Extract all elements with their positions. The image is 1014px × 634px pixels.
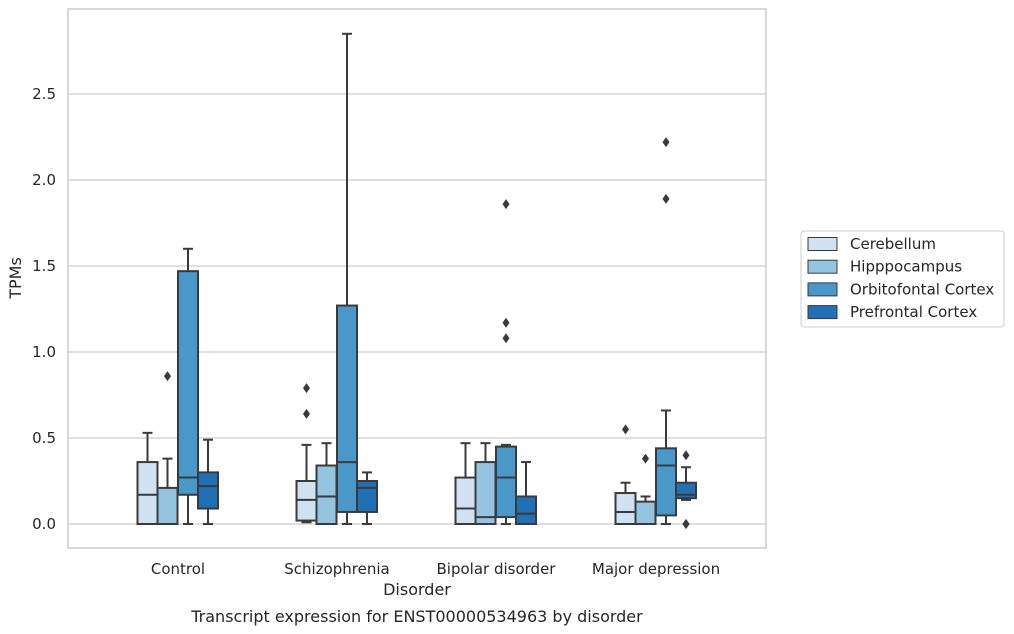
legend-label: Cerebellum xyxy=(850,235,936,253)
box-body xyxy=(675,481,697,500)
outlier-point xyxy=(682,519,690,529)
outlier-point xyxy=(662,137,670,148)
box-orbitofontal-cortex xyxy=(655,137,677,525)
box-body xyxy=(655,447,677,517)
x-tick-label: Control xyxy=(151,560,205,578)
x-axis-label: Disorder xyxy=(383,580,451,599)
box-body xyxy=(495,445,517,519)
legend-swatch xyxy=(807,237,838,251)
y-tick-label: 1.0 xyxy=(32,343,56,361)
box-body xyxy=(336,304,358,513)
x-tick-label: Bipolar disorder xyxy=(437,560,557,578)
box-body xyxy=(515,495,537,526)
box-cerebellum xyxy=(454,442,477,525)
box-body xyxy=(634,500,657,526)
outlier-point xyxy=(642,453,649,464)
box-orbitofontal-cortex xyxy=(495,199,517,525)
x-axis-ticks: Control Schizophrenia Bipolar disorder Majo… xyxy=(151,560,720,578)
chart-title: Transcript expression for ENST0000053496… xyxy=(190,607,643,626)
box-body xyxy=(156,486,179,526)
plot-frame xyxy=(67,8,767,549)
box-hipppocampus xyxy=(634,453,657,526)
legend: Cerebellum Hipppocampus Orbitofontal Corte… xyxy=(800,230,1005,328)
box-hipppocampus xyxy=(156,371,179,526)
y-tick-label: 0.5 xyxy=(32,429,56,447)
outlier-point xyxy=(682,450,690,461)
box-prefrontal-cortex xyxy=(356,471,378,525)
box-body xyxy=(614,492,637,526)
y-axis-ticks: 0.0 0.5 1.0 1.5 2.0 2.5 xyxy=(32,85,56,533)
box-cerebellum xyxy=(614,424,637,526)
box-series xyxy=(136,32,697,529)
legend-swatch xyxy=(807,282,838,297)
outlier-point xyxy=(622,424,629,435)
box-orbitofontal-cortex xyxy=(177,247,199,525)
box-prefrontal-cortex xyxy=(197,438,219,525)
y-tick-label: 2.0 xyxy=(32,171,56,189)
box-orbitofontal-cortex xyxy=(336,32,358,525)
y-tick-label: 0.0 xyxy=(32,515,56,533)
legend-frame xyxy=(800,230,1005,328)
box-prefrontal-cortex xyxy=(675,450,697,529)
outlier-point xyxy=(502,317,510,328)
legend-label: Hipppocampus xyxy=(850,258,962,276)
box-body xyxy=(356,480,378,513)
y-tick-label: 1.5 xyxy=(32,257,56,275)
outlier-point xyxy=(164,371,171,382)
outlier-point xyxy=(303,408,310,419)
box-body xyxy=(454,476,477,525)
x-tick-label: Schizophrenia xyxy=(284,560,389,578)
outlier-point xyxy=(303,383,310,394)
box-hipppocampus xyxy=(474,442,497,525)
legend-swatch xyxy=(807,259,838,274)
outlier-point xyxy=(502,333,510,344)
outlier-point xyxy=(502,199,510,210)
legend-swatch xyxy=(807,305,838,320)
legend-label: Prefrontal Cortex xyxy=(850,303,977,321)
box-body xyxy=(136,461,159,525)
y-axis-label: TPMs xyxy=(6,257,25,300)
box-prefrontal-cortex xyxy=(515,461,537,526)
legend-label: Orbitofontal Cortex xyxy=(850,280,994,298)
x-tick-label: Major depression xyxy=(592,560,720,578)
box-body xyxy=(197,471,219,510)
box-cerebellum xyxy=(136,431,159,525)
box-hipppocampus xyxy=(315,442,338,525)
outlier-point xyxy=(662,193,670,204)
box-body xyxy=(315,464,338,525)
box-body xyxy=(474,461,497,525)
box-cerebellum xyxy=(295,383,318,524)
box-body xyxy=(177,270,199,496)
y-tick-label: 2.5 xyxy=(32,85,56,103)
